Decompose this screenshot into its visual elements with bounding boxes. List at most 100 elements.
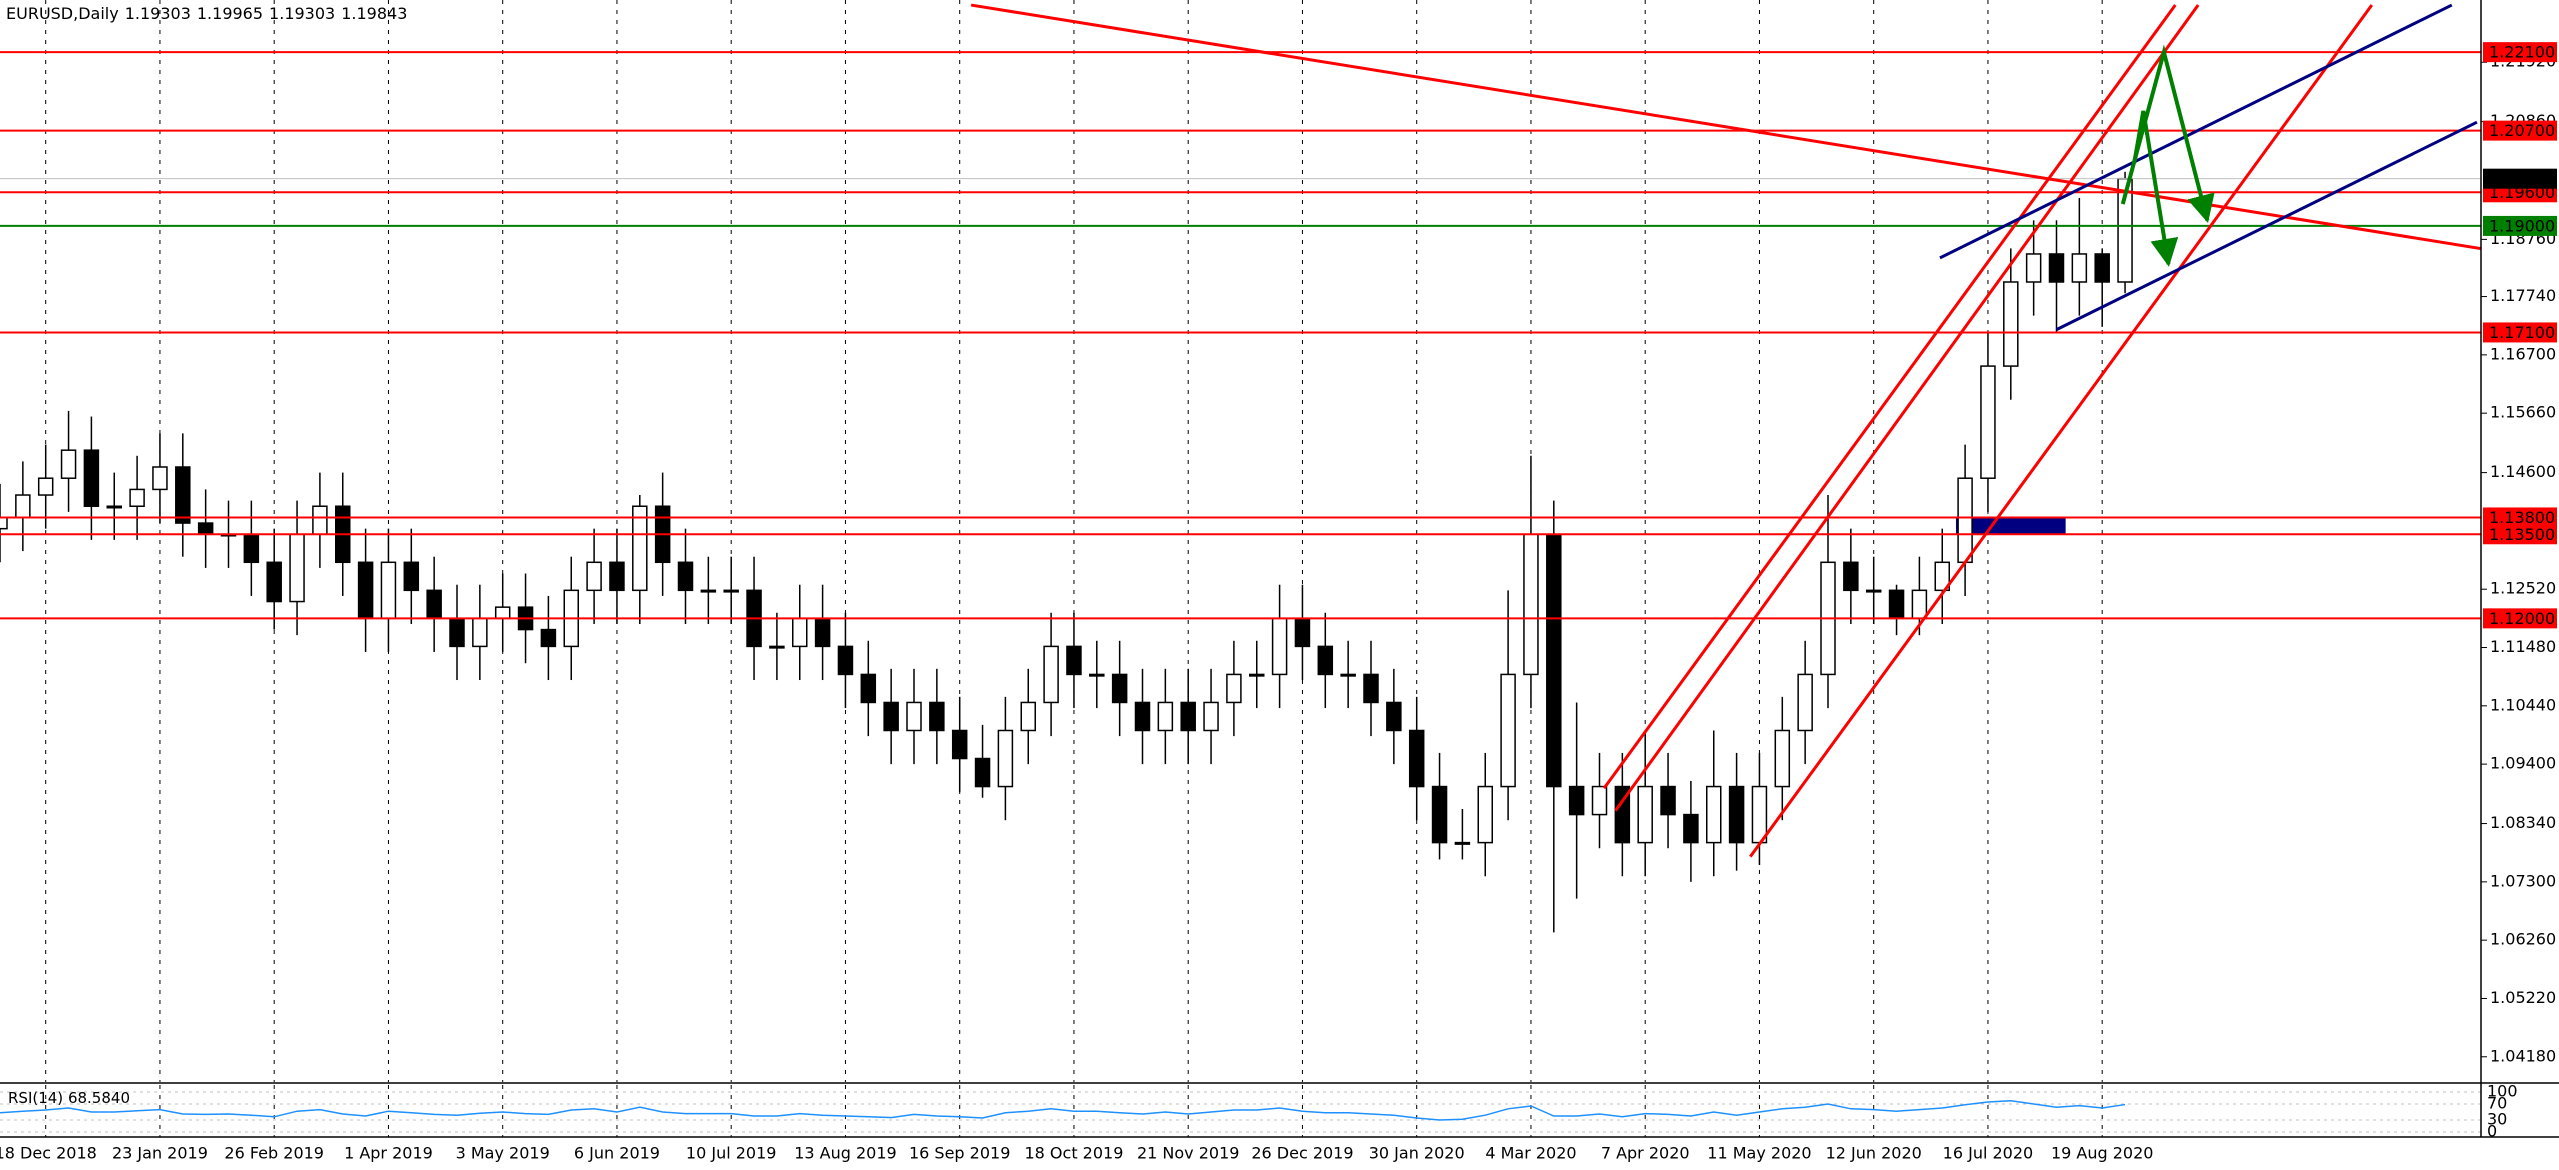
candle-body	[1271, 617, 1288, 676]
candle-body	[472, 617, 488, 648]
level-label-box	[2483, 322, 2557, 343]
x-tick-label: 23 Jan 2019	[112, 1144, 208, 1163]
y-tick-label: 1.07300	[2490, 871, 2556, 890]
candle-body	[1066, 645, 1082, 676]
y-tick-label: 1.15660	[2490, 403, 2556, 422]
trendline	[2055, 120, 2478, 331]
candle-body	[540, 628, 557, 648]
candle-body	[106, 505, 122, 509]
rsi-tick-label: 30	[2487, 1110, 2507, 1129]
candle-body	[997, 729, 1014, 788]
indicator-value: 68.5840	[67, 1089, 130, 1107]
candle-body	[2048, 253, 2065, 283]
candle-body	[929, 701, 945, 732]
candle-body	[1180, 701, 1196, 732]
candle-body	[403, 561, 420, 592]
candle-body	[2003, 281, 2019, 367]
ohlc-value: 1.19303	[269, 4, 336, 23]
candle-body	[1591, 785, 1608, 816]
candle-body	[0, 516, 8, 530]
candle-body	[974, 757, 991, 788]
trendline	[1614, 4, 2200, 812]
candle-body	[1706, 785, 1722, 844]
candle-body	[1454, 841, 1471, 845]
trendline	[970, 3, 2481, 251]
y-tick-label: 1.10440	[2490, 695, 2556, 714]
rsi-tick-label: 70	[2487, 1094, 2507, 1113]
x-tick-label: 6 Jun 2019	[574, 1144, 660, 1163]
candle-body	[1020, 701, 1036, 732]
trendline	[1749, 4, 2374, 858]
candle-body	[2071, 253, 2088, 283]
symbol: EURUSD,Daily	[6, 4, 119, 23]
x-tick-label: 4 Mar 2020	[1485, 1144, 1576, 1163]
candle-body	[380, 561, 397, 620]
candle-body	[1751, 785, 1768, 844]
candle-body	[1408, 729, 1425, 788]
candle-body	[723, 589, 739, 593]
candle-body	[1089, 673, 1105, 677]
rsi-tick-label: 100	[2487, 1082, 2518, 1101]
candle-body	[1340, 673, 1356, 677]
x-tick-label: 10 Jul 2019	[686, 1144, 777, 1163]
candle-body	[60, 449, 77, 479]
x-tick-label: 16 Sep 2019	[909, 1144, 1010, 1163]
chart-header: EURUSD,Daily 1.19303 1.19965 1.19303 1.19843	[6, 4, 413, 23]
y-tick-label: 1.11480	[2490, 637, 2556, 656]
plot-area	[0, 0, 2481, 1082]
price-label-box	[2483, 168, 2557, 189]
candle-body	[1957, 477, 1973, 564]
candle-body	[586, 561, 602, 592]
candle-body	[1728, 785, 1745, 844]
indicator-name: RSI(14)	[8, 1089, 64, 1107]
candle-body	[1843, 561, 1859, 592]
x-tick-label: 16 Jul 2020	[1943, 1144, 2034, 1163]
candle-body	[175, 466, 191, 524]
y-tick-label: 1.17740	[2490, 286, 2556, 305]
y-tick-label: 1.06260	[2490, 930, 2556, 949]
candle-body	[1203, 701, 1219, 732]
level-label-box	[2483, 608, 2557, 629]
candle-body	[1888, 589, 1905, 620]
candle-body	[1294, 617, 1311, 648]
candle-body	[883, 701, 899, 732]
candle-body	[243, 533, 260, 564]
candle-body	[1637, 785, 1653, 844]
candle-body	[951, 729, 968, 760]
candle-body	[312, 505, 328, 536]
candle-body	[1386, 701, 1402, 732]
rsi-tick-label: 0	[2487, 1122, 2497, 1141]
x-tick-label: 21 Nov 2019	[1137, 1144, 1239, 1163]
candle-body	[1934, 561, 1950, 592]
zone	[1955, 517, 2066, 534]
candle-body	[1911, 589, 1928, 620]
ohlc-value: 1.19965	[196, 4, 264, 23]
x-tick-label: 26 Dec 2019	[1251, 1144, 1353, 1163]
x-tick-label: 12 Jun 2020	[1826, 1144, 1922, 1163]
candle-body	[1134, 701, 1151, 732]
price-label: 1.19843	[2489, 169, 2555, 188]
x-tick-label: 18 Dec 2018	[0, 1144, 97, 1163]
rsi-panel	[0, 1085, 2481, 1137]
candle-body	[906, 701, 922, 732]
candle-body	[1865, 589, 1882, 593]
candle-body	[152, 466, 168, 491]
trendline	[1939, 3, 2453, 260]
candle-body	[1797, 673, 1813, 732]
level-label: 1.19000	[2489, 216, 2555, 235]
level-label: 1.20700	[2489, 121, 2555, 140]
candle-body	[1157, 701, 1174, 732]
candle-body	[609, 561, 625, 592]
candle-body	[1774, 729, 1791, 788]
candle-body	[1500, 673, 1516, 788]
y-tick-label: 1.05220	[2490, 988, 2556, 1007]
candle-body	[1523, 533, 1539, 676]
level-label: 1.17100	[2489, 323, 2555, 342]
candle-body	[2025, 253, 2042, 283]
candle-body	[37, 477, 54, 496]
candle-body	[2094, 253, 2110, 283]
candle-body	[677, 561, 694, 592]
ohlc-value: 1.19303	[124, 4, 191, 23]
